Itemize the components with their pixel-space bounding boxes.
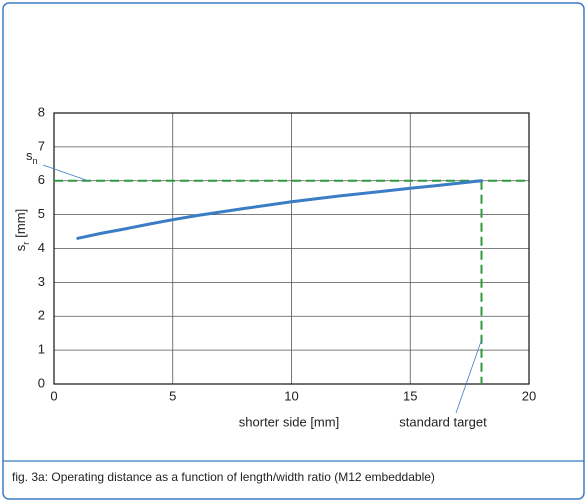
y-tick-label: 1 [38, 342, 45, 357]
y-axis-label-base: s [13, 244, 28, 251]
y-axis-label-unit: [mm] [13, 209, 28, 238]
y-tick-label: 3 [38, 274, 45, 289]
data-line [76, 179, 483, 240]
plot-frame [53, 112, 530, 385]
reference-y-label-sub: n [33, 156, 38, 166]
annotation-leader [42, 164, 89, 182]
reference-y-label: sn [26, 148, 38, 166]
y-tick-label: 2 [38, 308, 45, 323]
x-tick-label: 15 [403, 388, 417, 403]
y-tick-label: 0 [38, 375, 45, 390]
reference-x-label: standard target [399, 414, 487, 429]
y-tick-label: 5 [38, 206, 45, 221]
x-tick-label: 5 [169, 388, 176, 403]
x-tick-label: 10 [284, 388, 298, 403]
y-tick-label: 6 [38, 172, 45, 187]
reference-y-label-base: s [26, 148, 33, 163]
annotation-leader [455, 339, 482, 414]
y-axis-label-sub: r [21, 242, 31, 245]
y-axis-label: sr [mm] [13, 209, 31, 251]
x-tick-label: 0 [50, 388, 57, 403]
caption: fig. 3a: Operating distance as a functio… [12, 470, 435, 484]
y-tick-label: 4 [38, 240, 45, 255]
x-tick-label: 20 [522, 388, 536, 403]
y-tick-label: 8 [38, 104, 45, 119]
y-tick-label: 7 [38, 138, 45, 153]
x-axis-label: shorter side [mm] [239, 414, 339, 429]
